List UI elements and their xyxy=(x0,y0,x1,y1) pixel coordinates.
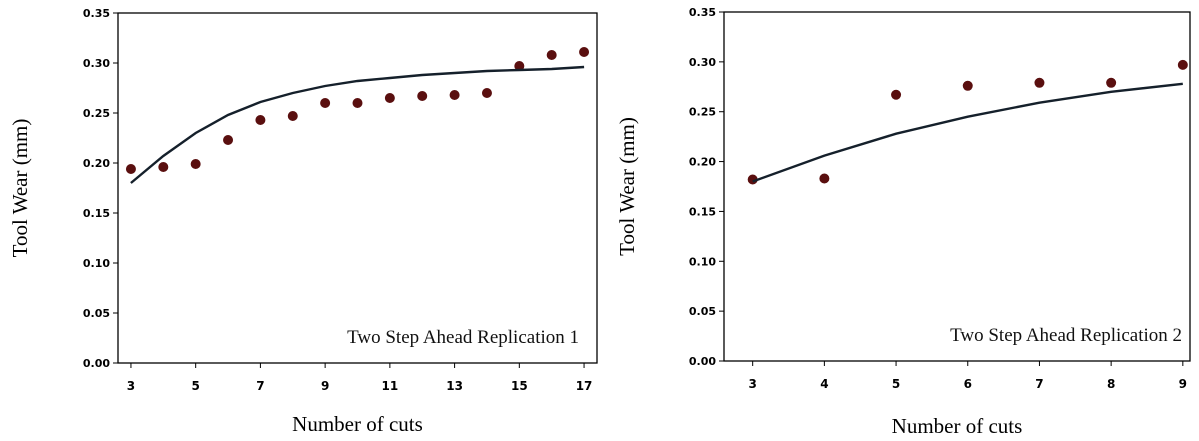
y-tick-label: 0.10 xyxy=(689,255,716,268)
x-tick-label: 15 xyxy=(511,379,528,393)
data-point xyxy=(255,115,266,125)
x-axis-title: Number of cuts xyxy=(892,414,1023,438)
fit-line xyxy=(130,65,585,184)
x-tick-label: 3 xyxy=(748,377,756,391)
plot-frame xyxy=(117,12,598,364)
data-point xyxy=(962,80,973,91)
chart-annotation: Two Step Ahead Replication 1 xyxy=(347,327,579,348)
x-tick-label: 13 xyxy=(446,379,463,393)
x-tick-label: 5 xyxy=(191,379,199,393)
y-tick-label: 0.30 xyxy=(689,56,716,69)
data-point xyxy=(1106,77,1117,88)
y-tick-label: 0.00 xyxy=(83,357,110,370)
x-tick-label: 7 xyxy=(256,379,264,393)
x-tick-label: 5 xyxy=(892,377,900,391)
y-tick-label: 0.35 xyxy=(689,6,716,19)
y-tick-label: 0.15 xyxy=(83,207,110,220)
y-tick-label: 0.05 xyxy=(689,305,716,318)
y-tick-label: 0.05 xyxy=(83,307,110,320)
x-tick-label: 7 xyxy=(1035,377,1043,391)
y-tick-label: 0.20 xyxy=(83,157,110,170)
data-point xyxy=(891,89,902,100)
data-point xyxy=(125,164,136,174)
data-point xyxy=(190,159,201,169)
x-tick-label: 11 xyxy=(382,379,399,393)
y-tick-label: 0.15 xyxy=(689,205,716,218)
data-point xyxy=(384,93,395,103)
data-point xyxy=(287,111,298,121)
data-point xyxy=(579,47,590,57)
x-tick-label: 4 xyxy=(820,377,828,391)
fit-line xyxy=(752,82,1183,183)
x-tick-label: 9 xyxy=(1179,377,1187,391)
data-point xyxy=(481,88,492,98)
data-point xyxy=(158,162,169,172)
y-tick-label: 0.35 xyxy=(83,7,110,20)
chart-annotation: Two Step Ahead Replication 2 xyxy=(950,325,1182,346)
plot-frame xyxy=(723,11,1191,362)
x-tick-label: 6 xyxy=(964,377,972,391)
chart-replication-2: 0.00 0.05 0.10 0.15 0.20 0.25 0.30 0.35 3 4 5 6 7 8 9 N… xyxy=(615,6,1191,438)
x-tick-label: 17 xyxy=(576,379,593,393)
data-point xyxy=(320,98,331,108)
data-point xyxy=(352,98,363,108)
x-tick-label: 9 xyxy=(321,379,329,393)
data-point xyxy=(819,173,830,184)
y-tick-label: 0.20 xyxy=(689,156,716,169)
y-axis-title: Tool Wear (mm) xyxy=(615,117,639,256)
chart-replication-1: 0.00 0.05 0.10 0.15 0.20 0.25 0.30 0.35 3 5 7 9 11 13… xyxy=(8,7,598,436)
data-point xyxy=(449,90,460,100)
data-point xyxy=(1177,59,1188,70)
y-tick-label: 0.25 xyxy=(83,107,110,120)
y-tick-label: 0.25 xyxy=(689,106,716,119)
x-axis-title: Number of cuts xyxy=(292,412,423,436)
data-point xyxy=(1034,77,1045,88)
x-tick-label: 8 xyxy=(1107,377,1115,391)
y-tick-label: 0.10 xyxy=(83,257,110,270)
data-point xyxy=(223,135,234,145)
x-tick-label: 3 xyxy=(127,379,135,393)
y-axis-title: Tool Wear (mm) xyxy=(8,119,32,258)
y-tick-label: 0.00 xyxy=(689,355,716,368)
data-point xyxy=(514,61,525,71)
data-point xyxy=(546,50,557,60)
data-point xyxy=(747,174,758,185)
y-tick-label: 0.30 xyxy=(83,57,110,70)
data-point xyxy=(417,91,428,101)
